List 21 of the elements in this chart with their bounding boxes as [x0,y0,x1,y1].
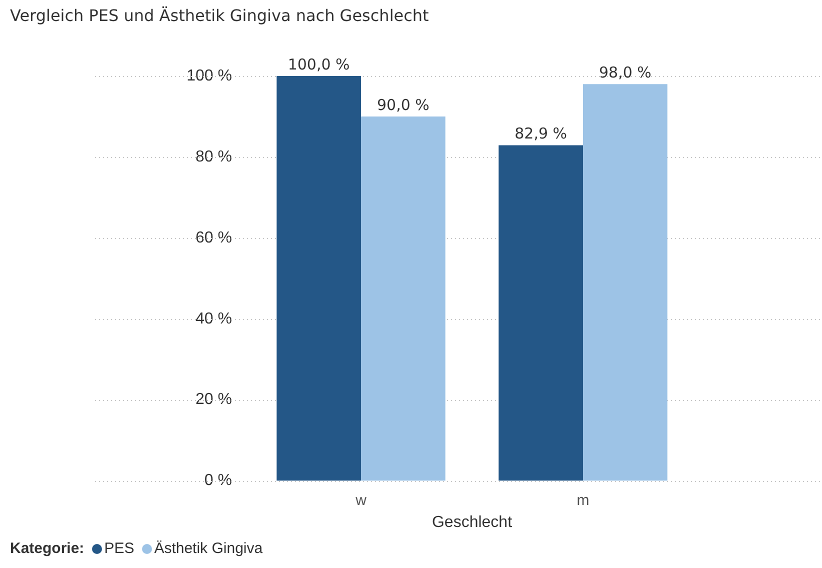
bar [583,84,668,481]
data-label: 90,0 % [376,96,430,114]
legend-label: PES [104,540,134,557]
y-tick-label: 100 % [186,67,232,84]
y-tick-label: 60 % [196,229,232,246]
chart-title: Vergleich PES und Ästhetik Gingiva nach Geschlecht [10,6,429,25]
legend-title: Kategorie: [10,540,84,557]
data-label: 100,0 % [288,55,350,74]
x-tick-label: m [576,492,590,509]
y-tick-label: 20 % [196,391,232,408]
bar [361,116,446,481]
data-label: 98,0 % [598,63,652,82]
x-tick-label: w [354,492,367,509]
legend-label: Ästhetik Gingiva [154,540,263,557]
bar [498,145,583,481]
x-axis-title: Geschlecht [432,514,513,531]
bar [276,76,361,481]
y-tick-label: 0 % [204,472,232,490]
y-tick-label: 80 % [196,148,232,166]
y-tick-label: 40 % [196,310,232,328]
data-label: 82,9 % [514,124,568,143]
